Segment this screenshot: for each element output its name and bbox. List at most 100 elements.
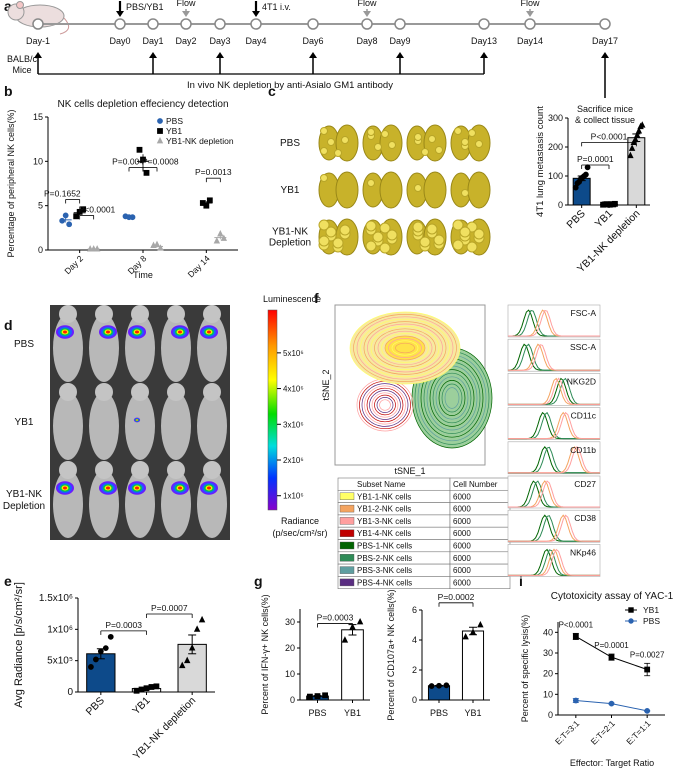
point	[66, 221, 73, 228]
y-tick-label: 10	[33, 156, 43, 166]
colorbar-tick-label: 5x10⁶	[283, 349, 304, 358]
row-label: Depletion	[3, 501, 45, 512]
y-tick-label: 100	[548, 171, 563, 181]
p-value: P=0.1652	[44, 188, 81, 198]
nodule	[414, 184, 422, 192]
nodule	[459, 226, 471, 238]
point	[307, 693, 313, 700]
point	[133, 687, 140, 694]
day-marker	[214, 18, 226, 30]
point	[436, 682, 442, 689]
point	[59, 217, 66, 224]
x-tick-label: Day 2	[62, 253, 85, 276]
point	[193, 625, 201, 632]
nodule	[428, 135, 436, 143]
point	[213, 237, 221, 244]
histogram-curve	[508, 309, 600, 337]
nodule	[461, 189, 469, 197]
y-tick-label: 5	[38, 201, 43, 211]
contour	[367, 323, 443, 373]
arrow-head	[182, 11, 190, 17]
histogram-curve	[508, 445, 600, 474]
signal	[135, 486, 139, 490]
p-value: P=0.0007	[151, 603, 188, 613]
colorbar-tick-label: 1x10⁶	[283, 492, 304, 501]
signal	[207, 486, 211, 490]
point	[428, 683, 435, 689]
point	[608, 654, 615, 661]
contour	[444, 387, 460, 409]
mouse-silhouette	[89, 392, 119, 460]
mouse-head-silhouette	[95, 383, 113, 401]
point	[153, 683, 160, 690]
day-marker	[180, 18, 192, 30]
y-axis-label: 4T1 lung metastasis count	[535, 106, 546, 217]
chart-title: NK cells depletion effeciency detection	[57, 99, 228, 110]
mouse-silhouette	[125, 314, 155, 382]
nodule	[386, 229, 398, 241]
contour	[364, 385, 406, 425]
signal	[135, 330, 139, 334]
point	[97, 648, 104, 655]
p-value: P=0.0001	[577, 154, 614, 164]
nodule	[454, 127, 462, 135]
point	[143, 169, 150, 176]
mouse-silhouette	[53, 470, 83, 538]
day-marker	[147, 18, 159, 30]
p-value: P<0.0001	[591, 131, 628, 141]
mouse-head-silhouette	[167, 383, 185, 401]
day-label: Day13	[471, 36, 497, 46]
row-label: Depletion	[269, 238, 311, 249]
contour	[395, 342, 415, 354]
y-tick-label: 20	[543, 669, 553, 679]
day-label: Day17	[592, 36, 618, 46]
arrow-head	[252, 11, 260, 17]
contour	[374, 328, 436, 368]
panel-letter: e	[4, 573, 12, 589]
mouse-head-silhouette	[131, 305, 149, 323]
table-text: 6000	[453, 554, 471, 563]
y-axis-label: Percentage of peripheral NK cells(%)	[6, 109, 16, 257]
x-axis-label: tSNE_1	[394, 466, 425, 476]
event-label: Flow	[520, 0, 540, 8]
contour	[356, 378, 414, 432]
nodule	[341, 136, 349, 144]
bar	[86, 653, 116, 693]
row-label: PBS	[14, 339, 34, 350]
nodule	[339, 224, 351, 236]
bar	[627, 137, 646, 206]
x-tick-label: E:T=1:1	[624, 718, 652, 746]
y-tick-label: 0	[67, 687, 73, 698]
arrow-head	[34, 52, 42, 58]
nodule	[365, 220, 377, 232]
table-text: Subset Name	[357, 480, 406, 489]
y-axis-label: Percent of CD107a+ NK cells(%)	[386, 589, 396, 720]
p-value: P=0.0002	[438, 592, 475, 602]
contour	[379, 399, 391, 411]
p-value: P=0.0027	[630, 650, 665, 659]
y-tick-label: 0	[412, 695, 417, 705]
p-value: P=0.0008	[142, 157, 179, 167]
point	[583, 171, 589, 178]
y-tick-label: 30	[285, 617, 295, 627]
colorbar-title: Luminescence	[263, 294, 321, 304]
colorbar-label: Radiance	[281, 516, 319, 526]
point	[157, 244, 164, 251]
colorbar-tick-label: 3x10⁶	[283, 420, 304, 429]
colorbar-tick-label: 2x10⁶	[283, 456, 304, 465]
nodule	[426, 223, 438, 235]
mouse-ear	[16, 1, 24, 9]
histogram-label: SSC-A	[570, 342, 596, 352]
point	[462, 632, 469, 640]
signal	[178, 330, 182, 334]
arrow-head	[116, 11, 124, 17]
panel-letter: g	[254, 573, 263, 589]
signal	[207, 330, 211, 334]
color-swatch	[339, 566, 355, 574]
contour	[438, 380, 466, 416]
day-label: Day1	[142, 36, 163, 46]
x-tick-label: YB1	[593, 208, 616, 231]
y-tick-label: 10	[285, 669, 295, 679]
x-tick-label: YB1	[344, 708, 361, 718]
